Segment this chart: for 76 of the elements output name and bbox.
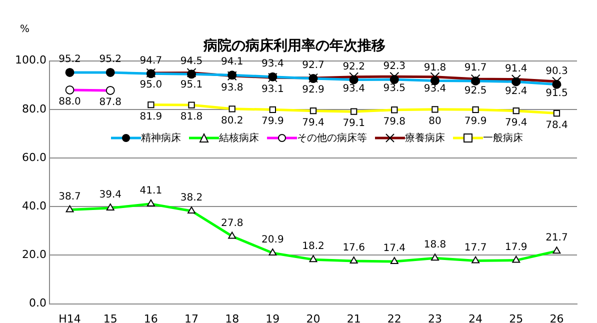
- data-label: 80.2: [220, 116, 244, 127]
- data-label: 79.8: [383, 116, 406, 128]
- y-tick-label: 40.0: [22, 199, 46, 212]
- x-tick-label: 19: [266, 312, 280, 323]
- data-label: 17.6: [342, 242, 365, 254]
- data-label: 93.4: [262, 58, 284, 70]
- data-label: 90.3: [546, 66, 568, 77]
- data-label: 93.4: [342, 83, 365, 94]
- legend-label: 一般病床: [483, 132, 523, 145]
- data-label: 93.1: [262, 84, 284, 96]
- data-label: 87.8: [99, 97, 122, 108]
- legend-label: その他の病床等: [297, 132, 367, 145]
- legend-label: 精神病床: [141, 132, 181, 145]
- data-label: 94.1: [220, 56, 244, 68]
- data-label: 79.4: [302, 117, 324, 128]
- x-tick-label: 25: [509, 312, 524, 323]
- data-label: 38.7: [58, 191, 81, 202]
- data-label: 92.3: [383, 61, 406, 72]
- data-label: 91.4: [505, 63, 528, 74]
- data-label: 91.7: [464, 62, 487, 74]
- data-label: 79.1: [342, 118, 365, 130]
- data-label: 78.4: [546, 120, 568, 131]
- data-label: 39.4: [99, 190, 122, 201]
- x-tick-label: 16: [144, 312, 158, 323]
- data-label: 94.5: [180, 56, 203, 67]
- x-tick-label: 23: [428, 312, 442, 323]
- data-label: 18.8: [424, 240, 446, 251]
- data-label: 81.8: [180, 112, 203, 123]
- data-label: 79.9: [464, 116, 487, 128]
- data-label: 20.9: [262, 234, 284, 246]
- data-label: 41.1: [140, 186, 162, 197]
- data-label: 79.9: [262, 116, 284, 128]
- data-label: 95.2: [58, 54, 81, 66]
- data-label: 91.8: [424, 62, 446, 74]
- data-label: 18.2: [302, 241, 324, 252]
- data-label: 81.9: [140, 111, 162, 122]
- data-label: 94.7: [140, 55, 162, 66]
- data-label: 92.4: [505, 86, 528, 97]
- x-tick-label: 20: [306, 312, 320, 323]
- data-label: 92.9: [302, 84, 324, 96]
- chart-title: 病院の病床利用率の年次推移: [202, 37, 386, 54]
- y-tick-label: 60.0: [22, 150, 46, 164]
- data-label: 80: [428, 116, 442, 127]
- data-label: 38.2: [180, 192, 203, 204]
- x-tick-label: 18: [225, 312, 240, 323]
- x-tick-label: 26: [550, 312, 564, 323]
- data-label: 79.4: [505, 117, 528, 128]
- y-tick-label: 20.0: [22, 248, 46, 262]
- data-label: 91.5: [546, 88, 568, 100]
- data-label: 17.7: [464, 242, 487, 254]
- x-tick-label: 24: [468, 312, 483, 323]
- data-label: 92.5: [464, 86, 487, 97]
- y-tick-label: 80.0: [22, 102, 46, 116]
- x-tick-label: H14: [58, 312, 81, 323]
- data-label: 95.0: [140, 80, 162, 91]
- data-label: 93.4: [424, 83, 446, 94]
- x-tick-label: 17: [184, 312, 199, 323]
- y-axis-title: %: [20, 24, 30, 35]
- y-tick-label: 0.0: [28, 296, 46, 310]
- data-label: 17.9: [505, 242, 528, 253]
- data-label: 93.8: [220, 82, 244, 94]
- data-label: 92.2: [342, 61, 365, 72]
- x-tick-label: 22: [387, 312, 402, 323]
- data-label: 27.8: [220, 218, 244, 229]
- data-label: 21.7: [546, 232, 568, 244]
- x-tick-label: 15: [103, 312, 118, 323]
- data-label: 95.2: [99, 54, 122, 66]
- data-label: 92.7: [302, 60, 324, 72]
- legend-label: 療養病床: [405, 132, 445, 145]
- y-tick-label: 100.0: [14, 54, 46, 67]
- data-label: 95.1: [180, 79, 203, 90]
- data-label: 88.0: [58, 96, 81, 108]
- x-tick-label: 21: [346, 312, 361, 323]
- legend-label: 結核病床: [219, 132, 259, 145]
- data-label: 17.4: [383, 243, 406, 254]
- data-label: 93.5: [383, 83, 406, 94]
